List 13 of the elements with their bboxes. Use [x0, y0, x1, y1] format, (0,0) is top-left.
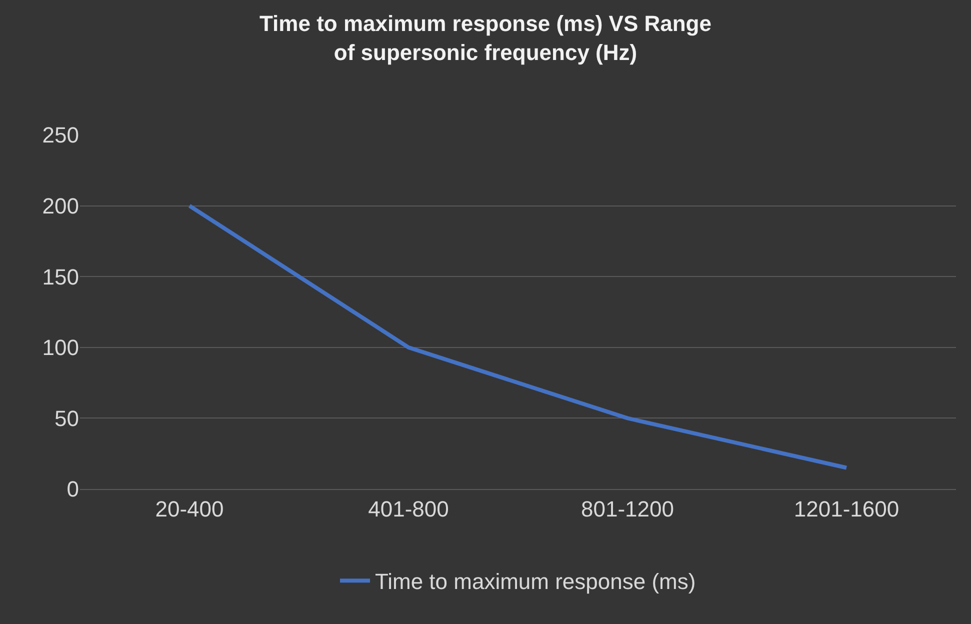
x-tick-label: 401-800	[368, 496, 449, 522]
x-tick-label: 20-400	[155, 496, 224, 522]
y-tick-label: 200	[42, 194, 79, 218]
y-tick-label: 150	[42, 264, 79, 290]
chart-title: Time to maximum response (ms) VS Range of supersonic frequency (Hz)	[260, 11, 712, 65]
y-tick-label: 0	[66, 476, 79, 502]
x-tick-label: 1201-1600	[794, 496, 900, 522]
x-tick-label: 801-1200	[581, 496, 674, 522]
line-series	[188, 204, 848, 470]
y-tick-label: 50	[54, 406, 79, 431]
y-tick-label: 100	[42, 335, 79, 360]
legend-label: Time to maximum response (ms)	[375, 569, 696, 594]
y-tick-label: 250	[42, 122, 79, 148]
